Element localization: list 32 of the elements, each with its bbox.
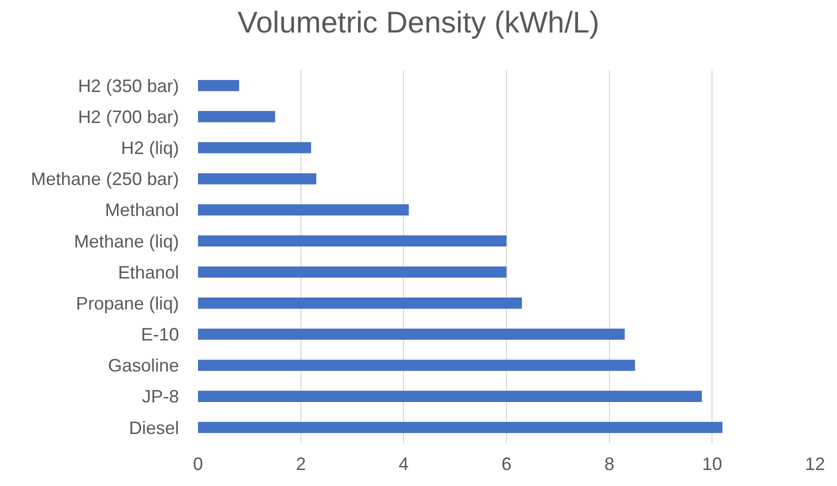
- bar: [198, 298, 522, 309]
- bar: [198, 80, 240, 92]
- x-tick-label: 12: [804, 454, 826, 474]
- bar: [198, 328, 625, 340]
- bar: [198, 235, 506, 247]
- y-tick-label: Ethanol: [118, 262, 179, 282]
- y-tick-label: Methane (250 bar): [30, 169, 179, 190]
- chart-title: Volumetric Density (kWh/L): [238, 6, 600, 40]
- bar: [198, 173, 316, 184]
- y-tick-label: H2 (liq): [120, 138, 179, 158]
- y-tick-label: Diesel: [128, 418, 179, 438]
- bar: [198, 360, 636, 371]
- y-tick-label: Gasoline: [108, 356, 179, 376]
- y-tick-label: JP-8: [142, 386, 179, 407]
- bar: [198, 111, 276, 122]
- bar: [198, 266, 506, 278]
- y-tick-label: Propane (liq): [76, 293, 179, 314]
- y-tick-label: H2 (350 bar): [78, 76, 179, 96]
- x-tick-label: 10: [702, 454, 722, 474]
- y-tick-label: Methanol: [104, 200, 179, 220]
- y-tick-label: E-10: [140, 324, 179, 345]
- y-tick-label: H2 (700 bar): [78, 106, 179, 127]
- x-tick-label: 8: [604, 454, 614, 474]
- x-tick-label: 2: [296, 454, 306, 474]
- bar: [198, 390, 702, 402]
- x-tick-label: 6: [501, 454, 512, 474]
- x-tick-label: 4: [398, 454, 409, 474]
- bar: [198, 142, 312, 154]
- bar: [198, 422, 722, 434]
- x-tick-label: 0: [192, 454, 204, 474]
- bar: [198, 204, 409, 216]
- y-tick-label: Methane (liq): [74, 231, 179, 252]
